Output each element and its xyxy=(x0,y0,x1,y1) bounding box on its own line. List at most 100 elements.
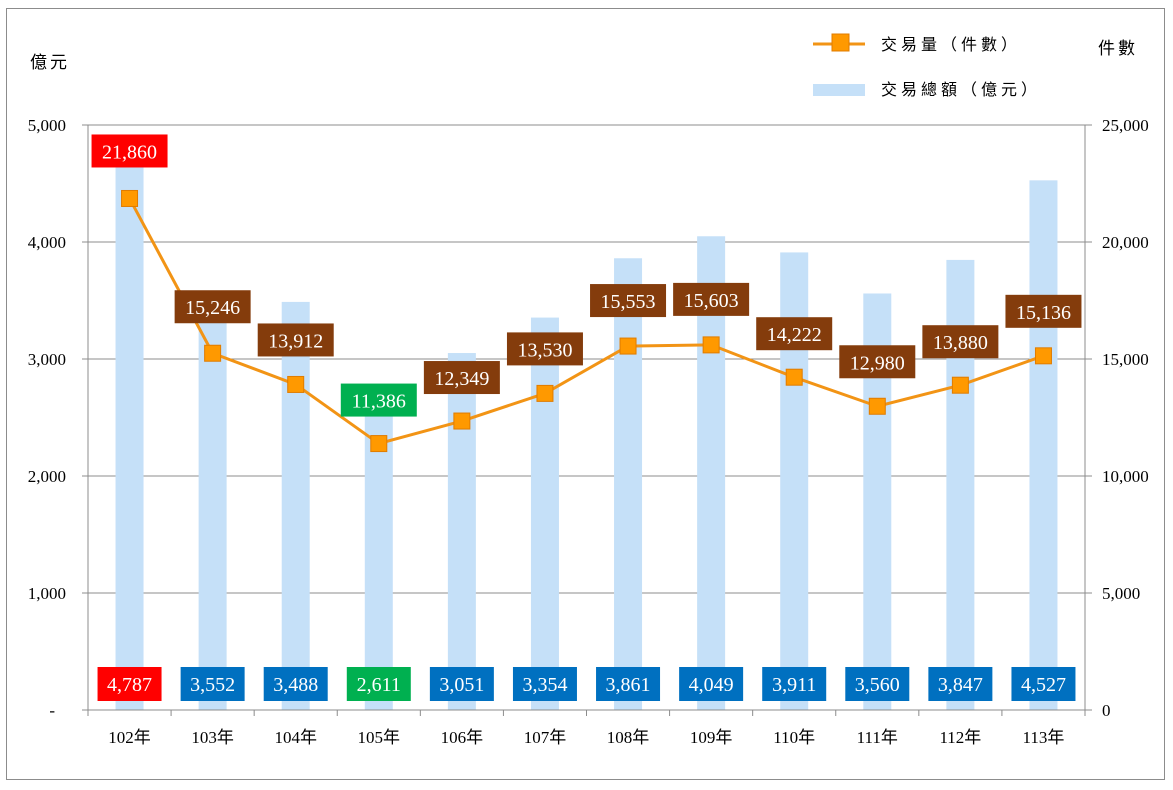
bar xyxy=(530,317,559,710)
bar-data-label: 4,049 xyxy=(689,674,734,696)
line-marker xyxy=(204,344,222,362)
line-data-label-box xyxy=(91,134,168,168)
legend-line-entry[interactable]: 交易量（件數） xyxy=(813,33,1021,54)
line-data-label-box xyxy=(590,284,667,318)
bar-data-label-box xyxy=(180,667,245,701)
line-path xyxy=(128,197,1044,446)
bar-data-label: 3,051 xyxy=(439,674,484,696)
y-right-tick-label: 5,000 xyxy=(1102,584,1140,603)
line-data-label-box xyxy=(506,332,583,366)
line-data-label: 13,880 xyxy=(933,332,988,354)
line-data-label-box xyxy=(1005,294,1082,328)
line-data-label-box xyxy=(673,282,750,316)
y-left-tick-label: 2,000 xyxy=(28,467,66,486)
bar xyxy=(1029,180,1058,710)
x-tick-label: 113年 xyxy=(1023,728,1065,747)
bar xyxy=(364,404,393,710)
line-data-label: 13,912 xyxy=(268,330,323,352)
y-right-tick-label: 10,000 xyxy=(1102,467,1149,486)
x-tick-label: 107年 xyxy=(524,728,567,747)
line-data-label: 15,246 xyxy=(185,297,240,319)
line-marker xyxy=(785,368,803,386)
legend-bar-swatch xyxy=(813,84,865,96)
x-tick-label: 103年 xyxy=(191,728,234,747)
bar-data-label-box xyxy=(263,667,328,701)
chart-frame xyxy=(6,8,1165,780)
x-tick-label: 109年 xyxy=(690,728,733,747)
x-tick-label: 111年 xyxy=(857,728,898,747)
gridlines xyxy=(88,124,1085,594)
bar-data-label-box xyxy=(97,667,162,701)
bar xyxy=(447,353,476,710)
y-right-unit-label: 件數 xyxy=(1098,39,1138,58)
legend-bar-label: 交易總額（億元） xyxy=(881,81,1041,99)
y-right-tick-label: 0 xyxy=(1102,701,1111,720)
bar-data-label: 3,911 xyxy=(772,674,816,696)
line-data-label-box xyxy=(839,345,916,379)
line-marker xyxy=(121,189,139,207)
bar-data-label-box xyxy=(429,667,494,701)
line-marker xyxy=(536,384,554,402)
bar-data-label: 3,552 xyxy=(190,674,235,696)
bar-data-label-box xyxy=(679,667,744,701)
line-data-label: 14,222 xyxy=(767,324,822,346)
line-data-label: 15,136 xyxy=(1016,302,1071,324)
x-tick-label: 110年 xyxy=(773,728,815,747)
line-data-label: 15,603 xyxy=(684,290,739,312)
bar-data-label-box xyxy=(845,667,910,701)
bar-data-label-box xyxy=(762,667,827,701)
y-right-tick-label: 15,000 xyxy=(1102,350,1149,369)
bar-data-label: 4,787 xyxy=(107,674,152,696)
data-labels: 4,787 3,552 3,488 2,611 3,051 3,354 3,861 4,049… xyxy=(91,134,1082,701)
y-right-tick-label: 25,000 xyxy=(1102,116,1149,135)
y-left-tick-label: 3,000 xyxy=(28,350,66,369)
bar-data-label-box xyxy=(1011,667,1076,701)
x-tick-label: 108年 xyxy=(607,728,650,747)
legend-marker-swatch xyxy=(831,33,850,52)
bar xyxy=(281,301,310,710)
legend-bar-entry[interactable]: 交易總額（億元） xyxy=(813,81,1041,99)
x-tick-label: 102年 xyxy=(108,728,151,747)
bar-data-label-box xyxy=(928,667,993,701)
x-tick-label: 104年 xyxy=(274,728,317,747)
line-data-label: 21,860 xyxy=(102,141,157,163)
bar-data-label: 3,560 xyxy=(855,674,900,696)
line-data-label: 12,980 xyxy=(850,352,905,374)
line-data-label: 12,349 xyxy=(434,368,489,390)
bar-data-label: 3,354 xyxy=(522,674,567,696)
bar xyxy=(198,294,227,710)
bar-series xyxy=(115,149,1058,710)
bar-data-label: 2,611 xyxy=(357,674,401,696)
line-data-label: 11,386 xyxy=(352,391,406,413)
line-marker xyxy=(702,336,720,354)
line-marker xyxy=(1034,347,1052,365)
y-left-tick-label: 5,000 xyxy=(28,116,66,135)
y-left-tick-label: - xyxy=(49,701,55,720)
y-left-tick-label: 1,000 xyxy=(28,584,66,603)
line-marker xyxy=(619,337,637,355)
line-data-label-box xyxy=(423,361,500,395)
legend: 交易量（件數） 交易總額（億元） xyxy=(813,33,1041,99)
line-data-label: 13,530 xyxy=(517,339,572,361)
bar-data-label: 3,861 xyxy=(606,674,651,696)
legend-line-label: 交易量（件數） xyxy=(881,36,1021,54)
line-series xyxy=(121,189,1052,453)
bar-data-label-box xyxy=(346,667,411,701)
line-marker xyxy=(453,412,471,430)
y-left-unit-label: 億元 xyxy=(30,53,70,72)
line-data-label: 15,553 xyxy=(601,291,656,313)
x-tick-label: 112年 xyxy=(939,728,981,747)
bar-data-label-box xyxy=(596,667,661,701)
bar-data-label: 3,488 xyxy=(273,674,318,696)
bar-data-label-box xyxy=(512,667,577,701)
line-data-label-box xyxy=(257,323,334,357)
bar-data-label: 4,527 xyxy=(1021,674,1066,696)
line-data-label-box xyxy=(922,325,999,359)
x-tick-label: 105年 xyxy=(358,728,401,747)
line-data-label-box xyxy=(756,317,833,351)
bar xyxy=(115,149,144,710)
x-tick-label: 106年 xyxy=(441,728,484,747)
bar xyxy=(614,258,643,710)
bar-data-label: 3,847 xyxy=(938,674,983,696)
